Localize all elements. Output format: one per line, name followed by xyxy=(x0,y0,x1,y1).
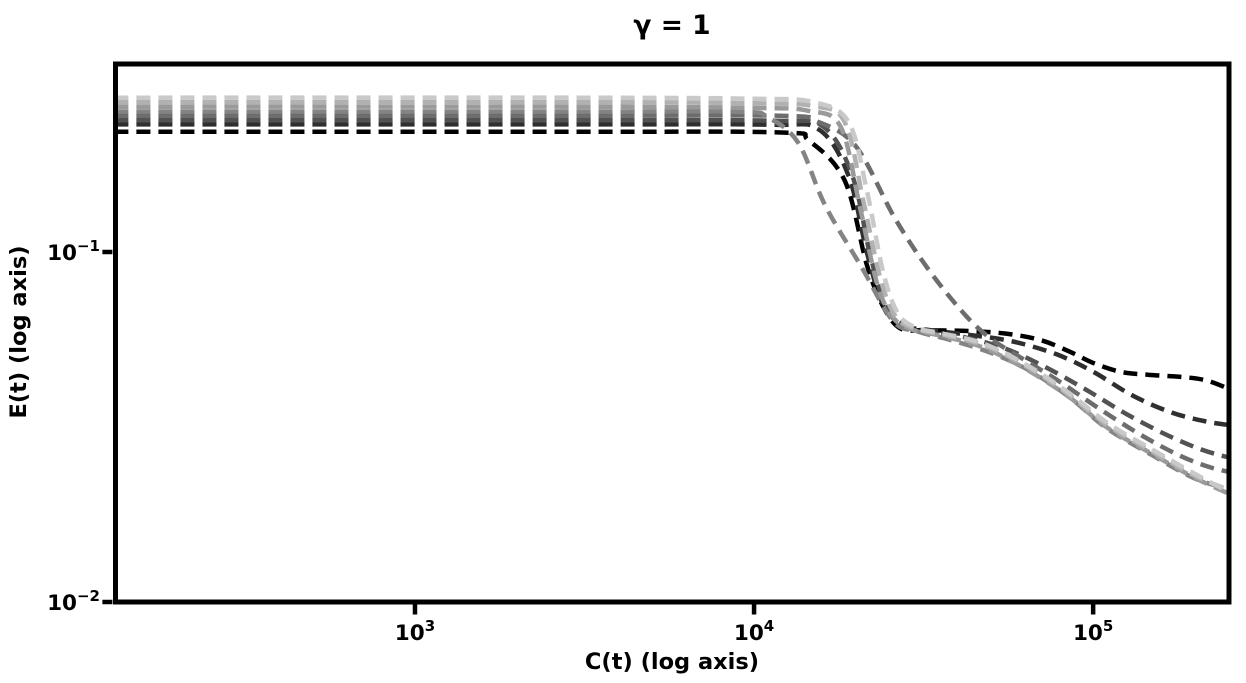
curve-shade-7 xyxy=(114,121,1231,428)
y-tick-label-10e−1: 10−1 xyxy=(47,237,100,266)
curve-shade-3 xyxy=(114,104,1232,497)
y-axis-ticks: 10−1 10−2 xyxy=(47,237,113,616)
chart-title: γ = 1 xyxy=(633,10,710,41)
y-tick-label-10e−2: 10−2 xyxy=(47,587,100,616)
curve-lines xyxy=(114,95,1232,497)
x-tick-label-10e5: 105 xyxy=(1073,617,1113,646)
curve-shade-6 xyxy=(114,117,1232,461)
x-tick-label-10e4: 104 xyxy=(734,617,774,646)
curve-shade-1-lightest xyxy=(114,95,1232,495)
x-axis-label: C(t) (log axis) xyxy=(585,649,759,675)
y-axis-label: E(t) (log axis) xyxy=(6,245,32,418)
curve-shade-5-late-shallow-drop xyxy=(114,113,1231,475)
curve-shade-8-black xyxy=(114,129,1232,392)
x-axis-ticks: 103 104 105 xyxy=(395,604,1113,646)
x-tick-label-10e3: 103 xyxy=(395,617,435,646)
plot-frame xyxy=(113,61,1232,605)
curve-shade-2 xyxy=(114,99,1232,493)
curve-shade-4-early-drop xyxy=(114,109,1232,492)
